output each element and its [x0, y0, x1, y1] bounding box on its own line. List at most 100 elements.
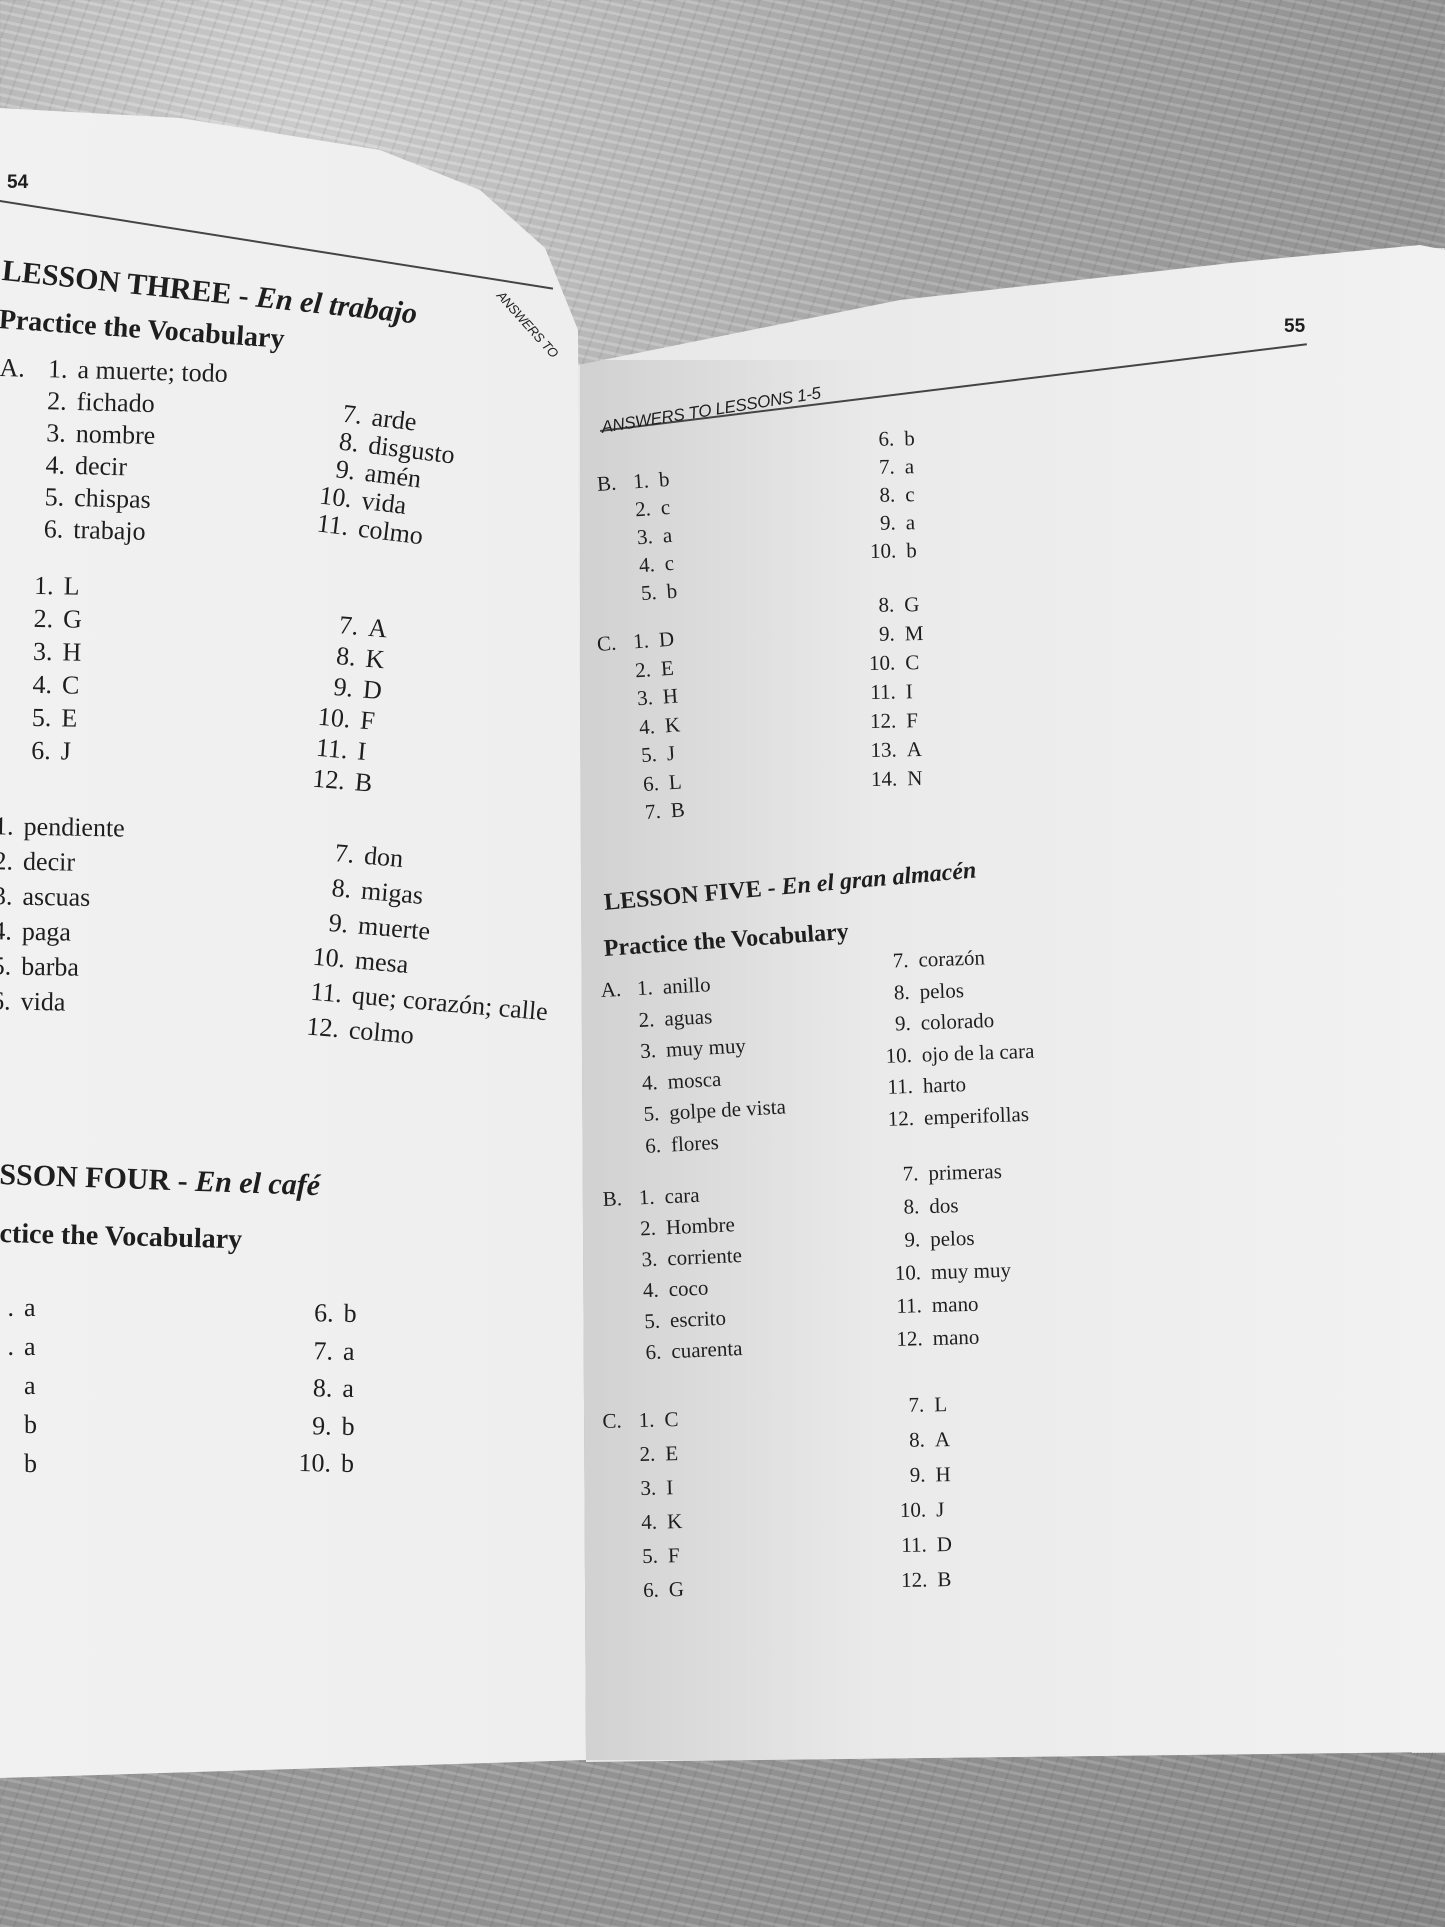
item-answer: corazón	[918, 945, 986, 972]
answer-item: 3. I	[604, 1470, 682, 1506]
answer-item: 6. cuarenta	[609, 1333, 747, 1370]
item-answer: D	[936, 1532, 953, 1557]
item-answer: muy muy	[930, 1257, 1012, 1284]
section-label: .	[0, 568, 20, 602]
section-label	[0, 733, 17, 767]
answer-item: 9. M	[867, 619, 924, 649]
section-label	[609, 1338, 634, 1370]
item-answer: flores	[670, 1129, 720, 1157]
answer-item: 8. a	[298, 1369, 356, 1407]
item-answer: D	[657, 626, 675, 652]
section-label: B.	[596, 470, 618, 496]
lesson-five-b-col1: B. 1. cara 2. Hombre 3. corriente 4. coco 5. escri…	[602, 1178, 747, 1370]
item-number: 4.	[638, 552, 656, 578]
item-answer: b	[340, 1448, 355, 1478]
item-answer: cara	[664, 1182, 701, 1209]
section-title: ctice the Vocabulary	[0, 1218, 243, 1256]
section-label	[607, 1100, 633, 1133]
item-answer: C	[905, 650, 920, 675]
item-number: 7.	[892, 948, 909, 973]
item-number: 2.	[639, 1441, 656, 1467]
section-label	[604, 1471, 629, 1506]
item-answer: E	[659, 655, 675, 681]
lesson-four-b-col1: B. 1. b 2. c 3. a 4. c 5. b	[596, 465, 678, 610]
item-number: 3.	[636, 524, 654, 550]
answer-item: . 1. L	[0, 568, 83, 603]
section-label	[606, 1539, 631, 1574]
answer-item: 10. C	[867, 648, 924, 678]
item-number: 9.	[904, 1227, 921, 1252]
item-number: 11.	[315, 508, 351, 542]
item-number: 5.	[640, 580, 658, 606]
item-number: .	[7, 1332, 15, 1361]
answer-item: 8. A	[897, 1422, 951, 1458]
lesson-three-c-col1: 1. pendiente 2. decir 3. ascuas 4. paga 5. barba 6…	[0, 808, 125, 1021]
item-number: 10.	[316, 701, 352, 734]
answer-item: 10. b	[297, 1444, 355, 1482]
item-answer: nombre	[75, 419, 156, 451]
item-answer: Hombre	[665, 1212, 736, 1240]
item-number: 11.	[315, 732, 349, 765]
item-answer: coco	[668, 1275, 709, 1302]
item-answer: F	[906, 708, 919, 733]
lesson-three-b-col2: 7. A 8. K 9. D 10. F 11. I 12. B	[310, 608, 389, 799]
item-answer: ojo de la cara	[921, 1038, 1035, 1067]
answer-item: 9. b	[297, 1406, 355, 1444]
item-number: 7.	[902, 1161, 919, 1186]
item-number	[0, 1366, 14, 1405]
item-number: 9.	[332, 672, 355, 703]
item-number: 10.	[868, 650, 896, 675]
item-answer: c	[659, 494, 671, 520]
item-number: 12.	[887, 1105, 915, 1131]
item-answer: primeras	[928, 1159, 1003, 1185]
answer-item: b	[0, 1405, 37, 1444]
answer-item: 10. muy muy	[893, 1254, 1012, 1290]
dash: -	[177, 1164, 189, 1198]
item-number: 5.	[31, 702, 52, 733]
answer-item: 13. A	[869, 735, 926, 765]
item-answer: J	[935, 1497, 945, 1522]
section-label	[0, 601, 19, 635]
answer-item: 8. c	[867, 480, 916, 509]
item-answer: J	[665, 740, 676, 766]
item-answer: a	[342, 1336, 355, 1366]
item-answer: a	[24, 1371, 36, 1400]
item-number: 9.	[311, 1410, 332, 1441]
item-answer: a	[661, 522, 673, 548]
dash: -	[237, 278, 251, 313]
lesson-title: LESSON THREE	[0, 254, 234, 311]
item-number: 8.	[908, 1427, 926, 1452]
item-answer: H	[935, 1462, 951, 1487]
section-label: A.	[0, 352, 26, 383]
item-answer: anillo	[662, 972, 712, 999]
lesson-five-b-col2: 7. primeras 8. dos 9. pelos 10. muy muy 11. mano 1…	[890, 1155, 1013, 1356]
answer-item: 7. a	[299, 1331, 357, 1369]
item-number: 3.	[641, 1246, 658, 1272]
item-number: 12.	[311, 763, 347, 796]
answer-item: 9. pelos	[892, 1221, 1011, 1257]
item-number: 6.	[642, 1577, 660, 1602]
answer-item: 12. mano	[894, 1320, 1013, 1356]
answer-item: 3. corriente	[605, 1240, 743, 1277]
section-label	[603, 1214, 628, 1246]
page-number: 55	[1284, 316, 1306, 337]
item-answer: mano	[931, 1291, 979, 1317]
lesson-subtitle: En el café	[194, 1164, 321, 1203]
item-answer: migas	[359, 875, 425, 910]
item-number: .	[7, 1293, 15, 1322]
item-answer: corriente	[666, 1242, 743, 1271]
section-label: A.	[600, 976, 622, 1002]
answer-item: 6. J	[0, 733, 80, 768]
lesson-four-a-col2: 6. b 7. a 8. a 9. b 10. b	[297, 1294, 357, 1482]
item-number	[0, 1405, 14, 1444]
section-label	[606, 1573, 631, 1608]
answer-item: 5. b	[604, 577, 678, 610]
answer-item: 8. dos	[891, 1188, 1010, 1224]
item-answer: M	[904, 621, 924, 646]
item-number: 9.	[894, 1010, 912, 1036]
section-label	[0, 384, 33, 417]
answer-item: a	[0, 1366, 37, 1405]
section-label	[0, 634, 19, 668]
answer-item: 12. F	[868, 706, 925, 736]
answer-item: 7. a	[866, 452, 915, 481]
